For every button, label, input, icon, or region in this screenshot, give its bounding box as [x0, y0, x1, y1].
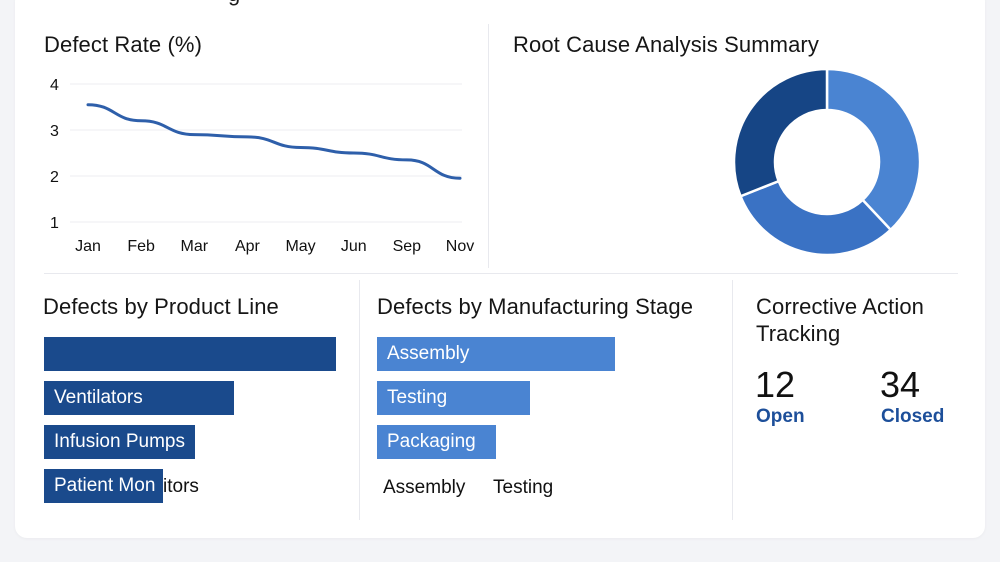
- y-tick-label: 3: [50, 123, 59, 140]
- defect-rate-title: Defect Rate (%): [44, 32, 202, 57]
- product-bar-patient-monitors: Patient Mon: [44, 469, 163, 503]
- cropped-header-text: g: [228, 0, 254, 5]
- product-line-title: Defects by Product Line: [43, 294, 279, 319]
- x-tick-label: Feb: [127, 238, 155, 255]
- open-label: Open: [756, 406, 805, 427]
- x-tick-label: Mar: [181, 238, 209, 255]
- x-tick-label: Sep: [393, 238, 422, 255]
- stage-bar-packaging: Packaging: [377, 425, 496, 459]
- x-tick-label: May: [285, 238, 315, 255]
- donut-slice: [732, 67, 829, 198]
- stage-bar-testing: Testing: [377, 381, 530, 415]
- x-tick-label: Nov: [446, 238, 474, 255]
- divider-bottom-2: [732, 280, 733, 520]
- root-cause-title: Root Cause Analysis Summary: [513, 32, 819, 57]
- product-bar-unlabeled: [44, 337, 336, 371]
- y-tick-label: 1: [50, 215, 59, 232]
- donut-slice: [825, 67, 922, 232]
- divider-top: [488, 24, 489, 268]
- stage-bar-assembly: Assembly: [377, 337, 615, 371]
- donut-slice: [738, 179, 893, 257]
- open-count: 12: [755, 364, 796, 405]
- product-bar-infusion-pumps: Infusion Pumps: [44, 425, 195, 459]
- x-tick-label: Jun: [341, 238, 367, 255]
- divider-bottom-1: [359, 280, 360, 520]
- divider-middle: [44, 273, 958, 274]
- corrective-title-line1: Corrective Action: [756, 294, 924, 319]
- closed-label: Closed: [881, 406, 945, 427]
- y-tick-label: 4: [50, 77, 59, 94]
- x-tick-label: Apr: [235, 238, 261, 255]
- defect-rate-line: [86, 103, 462, 180]
- stage-axis-label-assembly: Assembly: [383, 477, 466, 498]
- x-tick-label: Jan: [75, 238, 101, 255]
- stage-title: Defects by Manufacturing Stage: [377, 294, 694, 319]
- root-cause-donut: [732, 67, 922, 257]
- closed-count: 34: [880, 364, 921, 405]
- corrective-title-line2: Tracking: [756, 321, 841, 346]
- defect-rate-chart: 1 2 3 4 Jan Feb Mar Apr May Jun Sep Nov: [50, 77, 474, 255]
- y-tick-label: 2: [50, 169, 59, 186]
- patient-monitors-label-tail: itors: [163, 476, 199, 497]
- stage-axis-label-testing: Testing: [493, 477, 554, 498]
- product-bar-ventilators: Ventilators: [44, 381, 234, 415]
